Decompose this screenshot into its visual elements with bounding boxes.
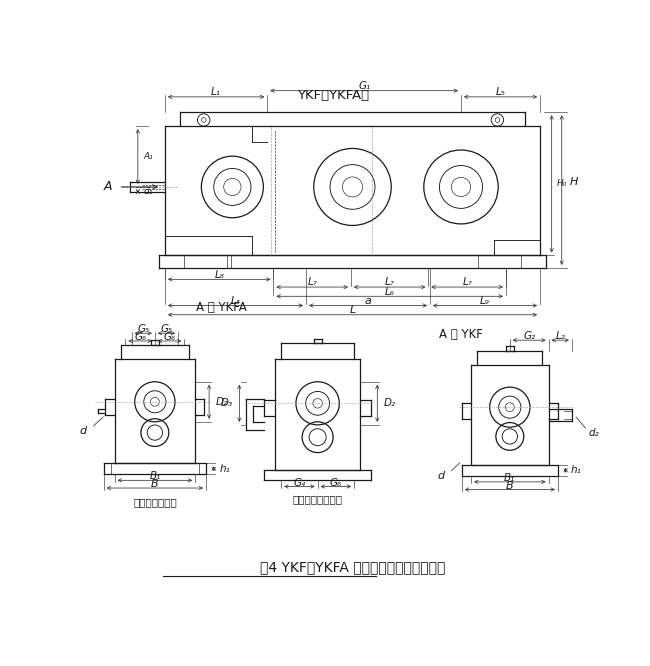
Text: L₇: L₇	[307, 278, 317, 288]
Text: A₁: A₁	[143, 152, 153, 161]
Text: L₃: L₃	[231, 296, 240, 306]
Text: L₂: L₂	[555, 331, 565, 342]
Text: G₁: G₁	[358, 81, 370, 91]
Text: A 向 YKF: A 向 YKF	[439, 328, 483, 340]
Text: L₇: L₇	[462, 278, 472, 288]
Text: YKF、YKFA型: YKF、YKFA型	[297, 89, 369, 102]
Text: G₂: G₂	[523, 331, 535, 342]
Text: 带键槽的空心轴: 带键槽的空心轴	[133, 498, 177, 507]
Text: B₁: B₁	[504, 473, 515, 483]
Text: D₂: D₂	[384, 398, 396, 408]
Text: h₁: h₁	[571, 466, 582, 476]
Text: A 向 YKFA: A 向 YKFA	[196, 300, 247, 314]
Text: d: d	[79, 426, 86, 436]
Text: L₈: L₈	[214, 270, 224, 280]
Text: L₇: L₇	[385, 278, 395, 288]
Text: A: A	[104, 180, 112, 193]
Text: d₂: d₂	[589, 428, 599, 438]
Text: B: B	[151, 479, 159, 489]
Text: H₀: H₀	[557, 179, 567, 188]
Text: L₅: L₅	[495, 87, 506, 97]
Text: G₆: G₆	[330, 478, 342, 488]
Text: B: B	[506, 481, 514, 491]
Text: L₉: L₉	[480, 296, 490, 306]
Text: G₆: G₆	[164, 332, 176, 342]
Text: 图4 YKF、YKFA 型减速器外形及安装尺寸: 图4 YKF、YKFA 型减速器外形及安装尺寸	[259, 560, 445, 574]
Text: G₅: G₅	[161, 324, 172, 334]
Text: a: a	[365, 296, 371, 306]
Text: H: H	[569, 177, 578, 187]
Text: d₁: d₁	[143, 187, 153, 196]
Text: B₁: B₁	[150, 472, 161, 482]
Text: L: L	[350, 305, 356, 315]
Text: G₆: G₆	[134, 332, 146, 342]
Text: D₂: D₂	[215, 397, 227, 407]
Text: d: d	[437, 471, 445, 481]
Text: G₅: G₅	[137, 324, 150, 334]
Text: h₁: h₁	[219, 464, 230, 474]
Text: D₃: D₃	[221, 398, 233, 408]
Text: L₁: L₁	[211, 87, 221, 97]
Text: 带收缩盘的空心轴: 带收缩盘的空心轴	[292, 494, 343, 504]
Text: G₄: G₄	[293, 478, 306, 488]
Text: L₆: L₆	[385, 286, 395, 296]
